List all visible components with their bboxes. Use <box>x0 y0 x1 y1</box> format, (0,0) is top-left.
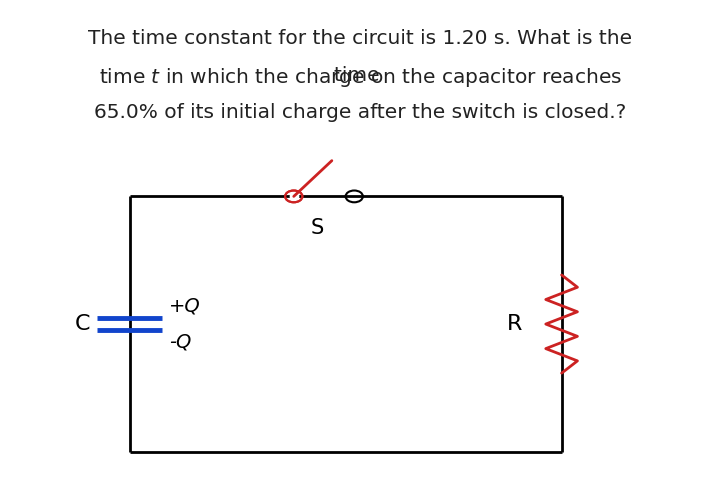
Text: 65.0% of its initial charge after the switch is closed.?: 65.0% of its initial charge after the sw… <box>94 103 626 122</box>
Text: S: S <box>310 218 323 239</box>
Text: R: R <box>507 314 522 334</box>
Text: The time constant for the circuit is 1.20 s. What is the: The time constant for the circuit is 1.2… <box>88 29 632 49</box>
Text: time $t$ in which the charge on the capacitor reaches: time $t$ in which the charge on the capa… <box>99 66 621 89</box>
Text: +Q: +Q <box>169 297 201 316</box>
Text: -Q: -Q <box>169 333 192 352</box>
Text: C: C <box>74 314 90 334</box>
Text: time: time <box>334 66 386 85</box>
